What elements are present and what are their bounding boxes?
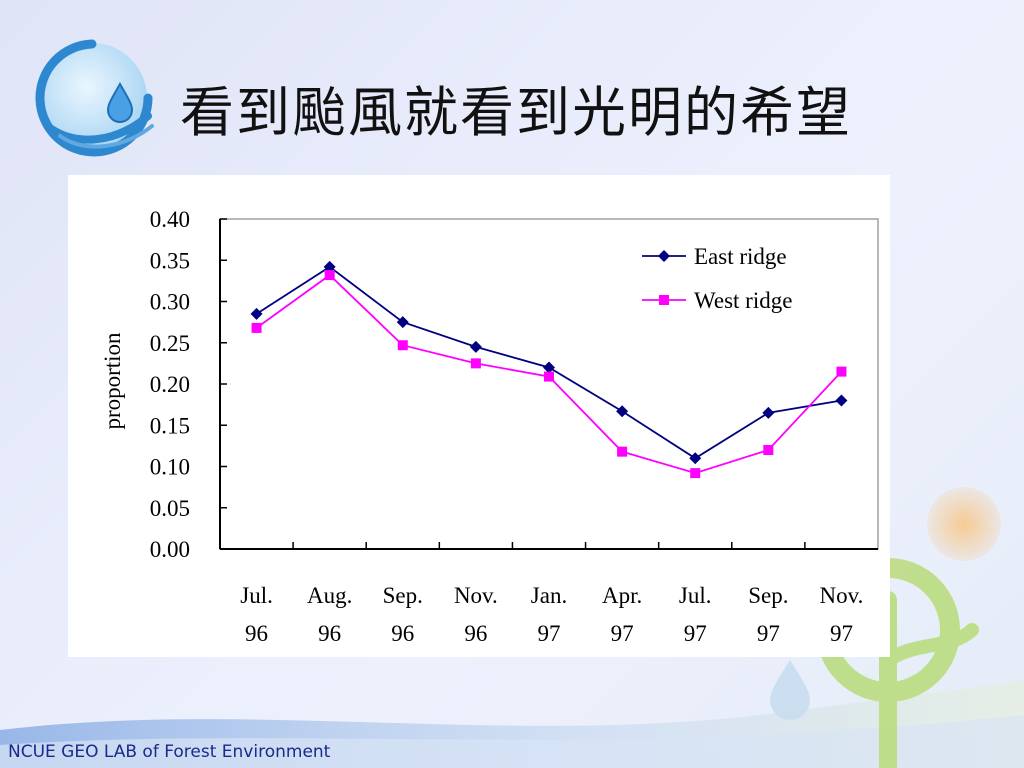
legend-item: West ridge xyxy=(642,288,792,313)
water-drop-logo-icon xyxy=(35,39,154,157)
data-point xyxy=(544,371,554,382)
data-point xyxy=(470,358,481,369)
x-tick-label: 97 xyxy=(611,621,634,646)
x-tick-label: Jan. xyxy=(531,583,567,608)
series-west-ridge xyxy=(251,270,847,479)
legend-label: East ridge xyxy=(694,244,787,269)
x-tick-label: 97 xyxy=(757,621,780,646)
x-tick-label: Jul. xyxy=(679,583,712,608)
x-tick-label: 97 xyxy=(830,621,853,646)
y-tick-label: 0.25 xyxy=(150,331,190,356)
y-tick-label: 0.10 xyxy=(150,455,190,480)
x-tick-label: 96 xyxy=(464,621,487,646)
x-tick-label: 97 xyxy=(684,621,707,646)
x-tick-label: Aug. xyxy=(307,583,352,608)
y-axis-label: proportion xyxy=(100,332,125,430)
footer-text: NCUE GEO LAB of Forest Environment xyxy=(8,742,331,762)
x-tick-label: Nov. xyxy=(820,583,864,608)
x-tick-label: 96 xyxy=(245,621,268,646)
data-point xyxy=(251,322,262,333)
x-tick-label: 96 xyxy=(318,621,341,646)
data-point xyxy=(250,307,263,320)
x-tick-label: Apr. xyxy=(602,583,642,608)
line-chart: proportion 0.000.050.100.150.200.250.300… xyxy=(100,207,879,646)
data-point xyxy=(323,260,336,273)
y-tick-label: 0.00 xyxy=(150,537,190,562)
y-tick-label: 0.35 xyxy=(150,248,190,273)
y-tick-label: 0.05 xyxy=(150,496,190,521)
data-point xyxy=(836,366,847,377)
legend-marker xyxy=(659,295,669,305)
data-point xyxy=(616,405,629,418)
series-layer xyxy=(250,260,848,479)
data-point xyxy=(689,452,702,465)
data-point xyxy=(397,340,408,351)
legend-label: West ridge xyxy=(694,288,792,313)
y-axis-label-group: proportion xyxy=(100,332,125,430)
chart-panel: proportion 0.00 0.05 0.10 0.15 0.20 0.25 0.30 0… xyxy=(68,175,890,657)
y-axis-ticks: 0.00 0.05 0.10 0.15 0.20 0.25 0.30 0.35 0.40 xyxy=(150,207,227,562)
data-point xyxy=(762,406,775,419)
x-tick-label: 97 xyxy=(538,621,561,646)
x-tick-label: Jul. xyxy=(240,583,273,608)
x-tick-label: Sep. xyxy=(748,583,788,608)
y-tick-label: 0.15 xyxy=(150,413,190,438)
legend: East ridge West ridge xyxy=(642,244,792,313)
data-point xyxy=(835,394,848,407)
slide-title: 看到颱風就看到光明的希望 xyxy=(180,81,852,144)
small-drop-icon xyxy=(770,660,810,720)
legend-item: East ridge xyxy=(642,244,787,269)
y-tick-label: 0.30 xyxy=(150,290,190,315)
data-point xyxy=(763,445,774,455)
data-point xyxy=(690,468,701,479)
x-axis-ticks: Jul. 96 Aug. 96 Sep. 96 Nov. 96 Jan. 97 Apr. 97 Jul.… xyxy=(240,542,863,646)
sun-circle xyxy=(927,487,1001,561)
data-point xyxy=(324,270,335,281)
series-east-ridge xyxy=(250,260,848,465)
x-tick-label: 96 xyxy=(391,621,414,646)
x-tick-label: Nov. xyxy=(454,583,498,608)
data-point xyxy=(543,361,555,374)
y-tick-label: 0.40 xyxy=(150,207,190,232)
data-point xyxy=(617,446,628,457)
x-tick-label: Sep. xyxy=(383,583,423,608)
data-point xyxy=(469,340,482,353)
data-point xyxy=(396,316,409,329)
y-tick-label: 0.20 xyxy=(150,372,190,397)
legend-marker xyxy=(658,250,670,262)
